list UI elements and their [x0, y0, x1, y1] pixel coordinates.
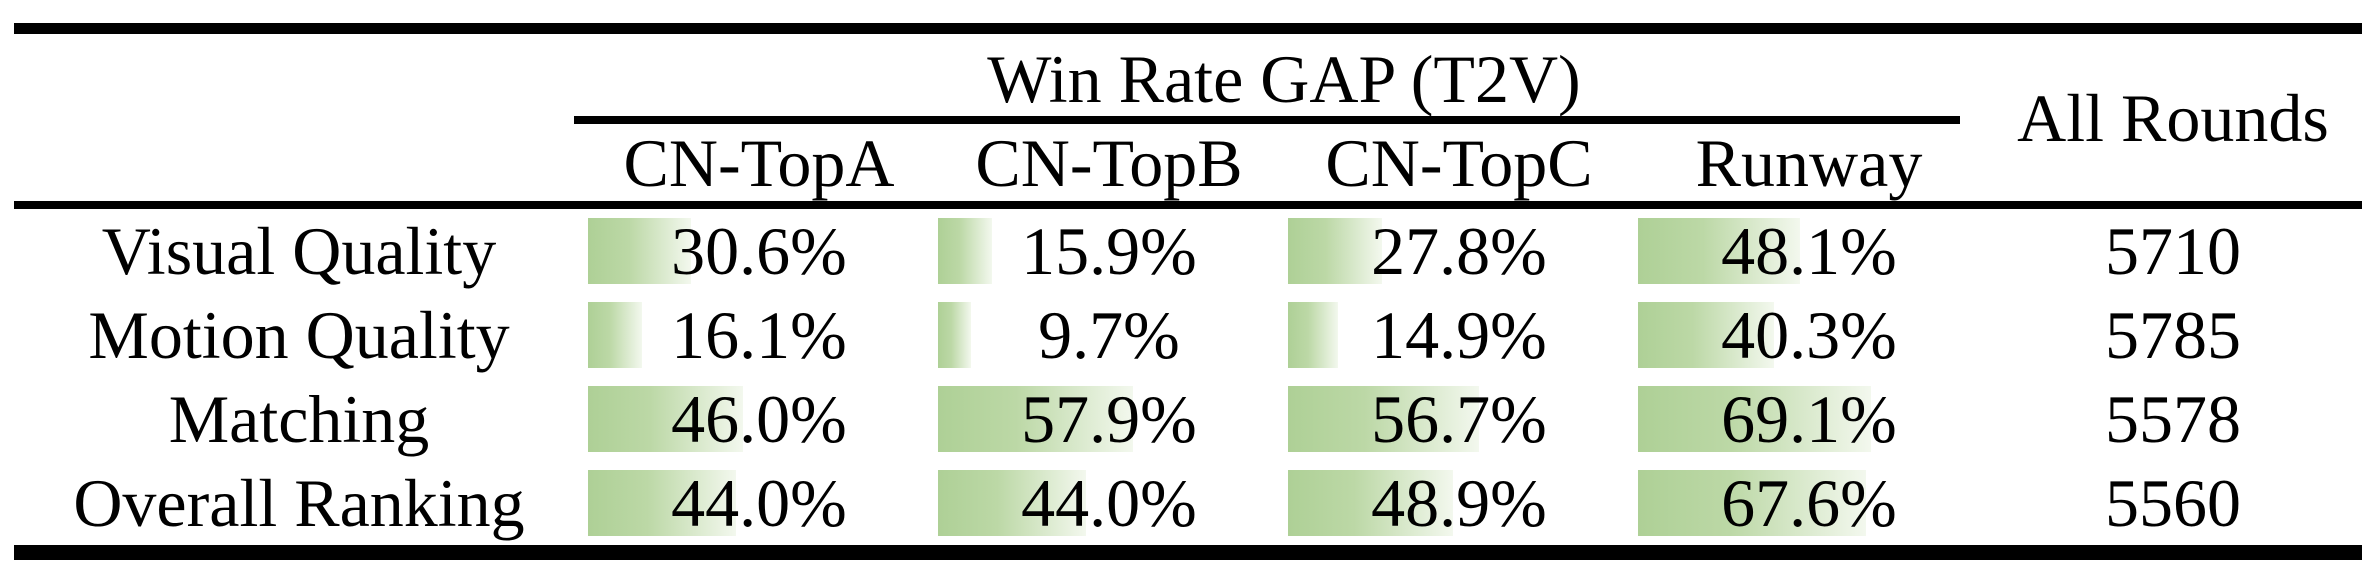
win-rate-cell: 15.9%	[934, 209, 1284, 293]
win-rate-cell: 44.0%	[584, 461, 934, 545]
win-rate-value: 46.0%	[671, 381, 847, 457]
win-rate-cell: 48.1%	[1634, 209, 1984, 293]
win-rate-value: 56.7%	[1371, 381, 1547, 457]
win-rate-cell: 56.7%	[1284, 377, 1634, 461]
table-top-rule	[14, 23, 2362, 34]
win-rate-bar	[1288, 218, 1382, 284]
group-header-title: Win Rate GAP (T2V)	[987, 41, 1581, 117]
win-rate-value: 14.9%	[1371, 297, 1547, 373]
win-rate-cell: 27.8%	[1284, 209, 1634, 293]
win-rate-cell: 30.6%	[584, 209, 934, 293]
row-label-overall-ranking: Overall Ranking	[73, 465, 525, 541]
win-rate-cell: 69.1%	[1634, 377, 1984, 461]
win-rate-value: 9.7%	[1038, 297, 1180, 373]
all-rounds-value: 5560	[2105, 465, 2241, 541]
column-header-cn-topa: CN-TopA	[623, 124, 895, 201]
all-rounds-header: All Rounds	[2017, 79, 2329, 156]
win-rate-value: 48.1%	[1721, 213, 1897, 289]
corner-cell	[14, 34, 584, 201]
table-header: Win Rate GAP (T2V) All Rounds CN-TopA CN…	[14, 34, 2362, 201]
row-label-matching: Matching	[168, 381, 430, 457]
row-label-motion-quality: Motion Quality	[88, 297, 510, 373]
row-label-visual-quality: Visual Quality	[101, 213, 497, 289]
win-rate-bar	[588, 302, 643, 368]
win-rate-cell: 46.0%	[584, 377, 934, 461]
win-rate-value: 48.9%	[1371, 465, 1547, 541]
win-rate-cell: 14.9%	[1284, 293, 1634, 377]
column-header-cn-topb: CN-TopB	[975, 124, 1243, 201]
win-rate-value: 40.3%	[1721, 297, 1897, 373]
all-rounds-value: 5710	[2105, 213, 2241, 289]
all-rounds-value: 5785	[2105, 297, 2241, 373]
win-rate-bar	[938, 302, 971, 368]
win-rate-cell: 48.9%	[1284, 461, 1634, 545]
win-rate-cell: 9.7%	[934, 293, 1284, 377]
win-rate-value: 69.1%	[1721, 381, 1897, 457]
table-header-rule	[14, 201, 2362, 209]
win-rate-cell: 67.6%	[1634, 461, 1984, 545]
all-rounds-value: 5578	[2105, 381, 2241, 457]
win-rate-bar	[1288, 302, 1339, 368]
win-rate-value: 27.8%	[1371, 213, 1547, 289]
table-bottom-rule	[14, 545, 2362, 560]
group-header-underline	[574, 116, 1960, 124]
win-rate-value: 15.9%	[1021, 213, 1197, 289]
column-header-runway: Runway	[1695, 124, 1923, 201]
column-header-cn-topc: CN-TopC	[1325, 124, 1593, 201]
win-rate-value: 67.6%	[1721, 465, 1897, 541]
win-rate-cell: 40.3%	[1634, 293, 1984, 377]
win-rate-cell: 57.9%	[934, 377, 1284, 461]
win-rate-value: 16.1%	[671, 297, 847, 373]
win-rate-value: 30.6%	[671, 213, 847, 289]
win-rate-cell: 44.0%	[934, 461, 1284, 545]
win-rate-cell: 16.1%	[584, 293, 934, 377]
table-body: Visual Quality 30.6% 15.9% 27.8% 48.1% 5…	[14, 209, 2362, 545]
win-rate-value: 44.0%	[671, 465, 847, 541]
group-header-cell: Win Rate GAP (T2V)	[574, 34, 1984, 124]
win-rate-bar	[938, 218, 992, 284]
win-rate-value: 57.9%	[1021, 381, 1197, 457]
win-rate-value: 44.0%	[1021, 465, 1197, 541]
